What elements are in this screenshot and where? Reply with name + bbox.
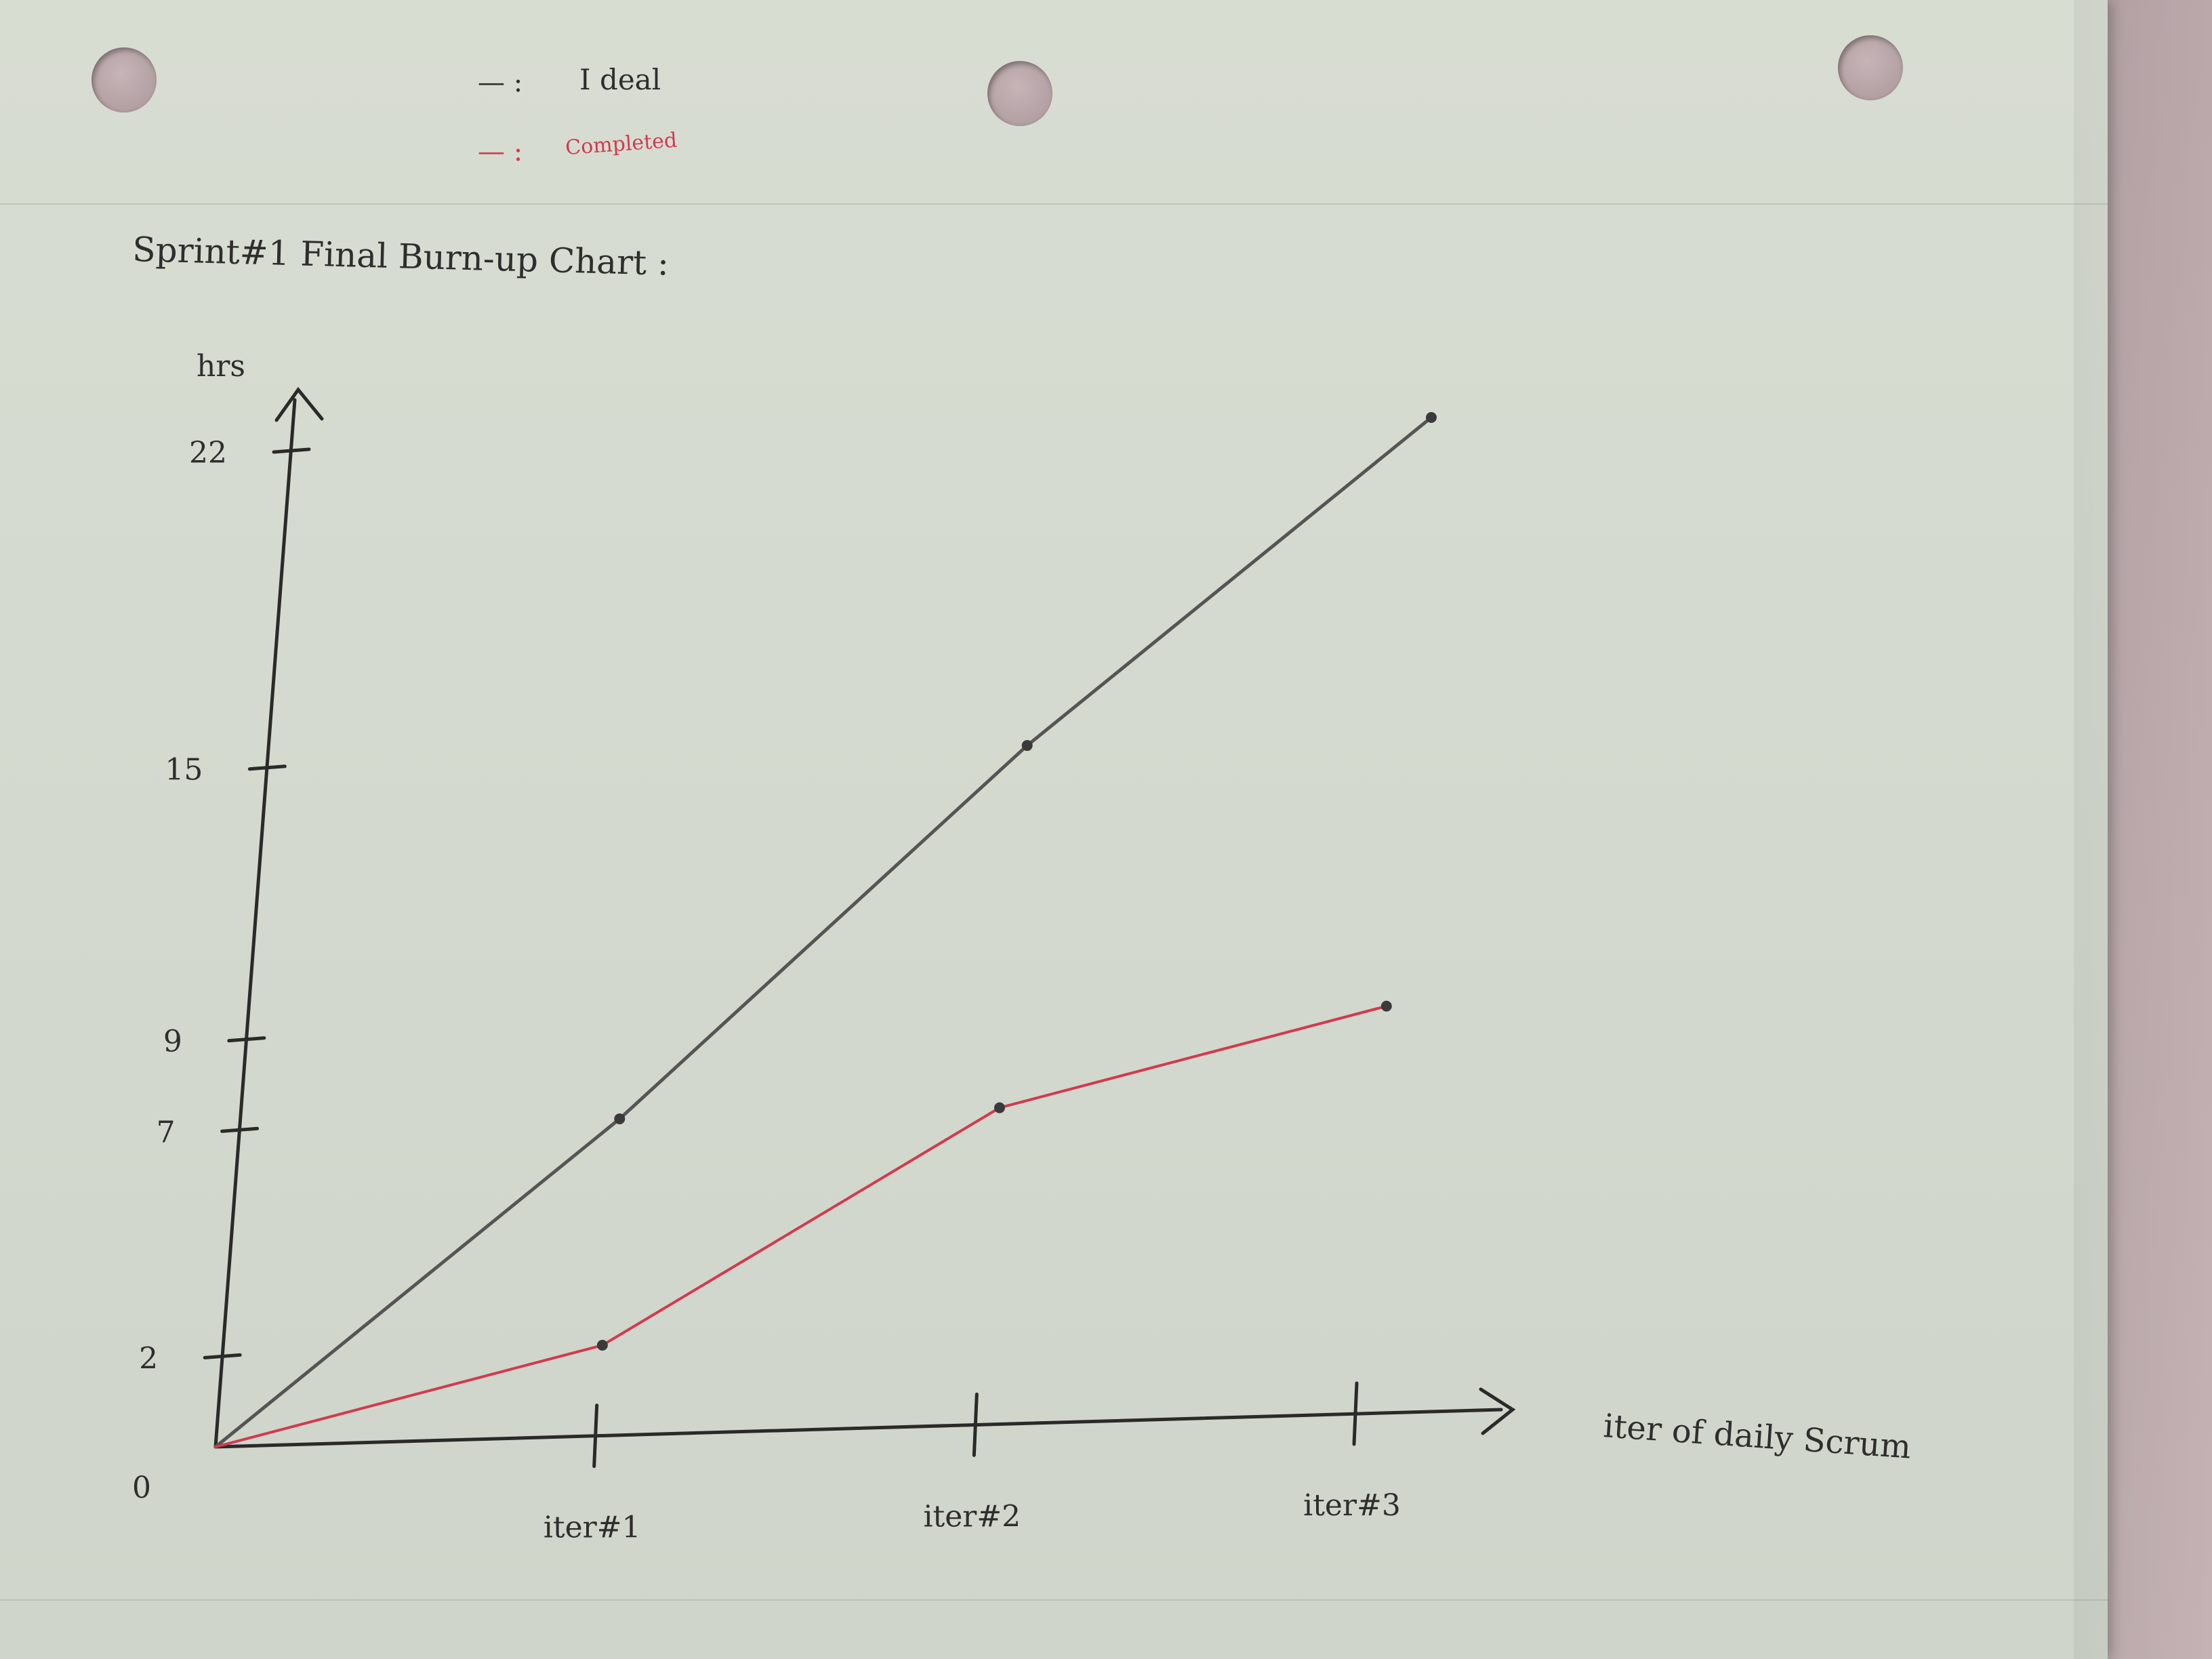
x-tick-label-iter#2: iter#2 [923, 1499, 1021, 1534]
paper-bottom-rule [0, 1599, 2108, 1601]
punch-hole-right [1838, 35, 1903, 100]
y-axis-label: hrs [197, 349, 245, 384]
series-lines [213, 412, 1437, 1449]
y-tick-mark-22 [272, 447, 311, 454]
legend-completed-marker: — : [478, 136, 523, 167]
data-point-completed-iter#3 [1380, 1000, 1392, 1012]
y-tick-mark-2 [203, 1353, 242, 1359]
x-tick-mark-iter#1 [592, 1404, 599, 1469]
data-point-completed-iter#2 [994, 1102, 1005, 1113]
axes [213, 386, 1516, 1449]
series-line-ideal [213, 415, 1433, 1449]
x-tick-label-iter#3: iter#3 [1303, 1488, 1401, 1523]
y-tick-label-22: 22 [189, 436, 227, 470]
y-tick-label-2: 2 [139, 1341, 158, 1376]
data-point-ideal-iter#3 [1426, 412, 1437, 423]
y-tick-mark-9 [227, 1036, 266, 1043]
y-tick-label-15: 15 [165, 753, 203, 787]
data-point-ideal-iter#2 [1021, 740, 1033, 752]
x-axis-arrow [1479, 1387, 1516, 1435]
data-point-completed-iter#1 [596, 1340, 608, 1351]
paper-margin-rule [0, 203, 2108, 205]
data-point-ideal-iter#1 [614, 1113, 626, 1124]
legend-ideal-marker: — : [478, 67, 523, 98]
legend: — : I deal — : Completed [478, 63, 678, 167]
x-tick-mark-iter#2 [972, 1392, 979, 1457]
x-tick-label-iter#1: iter#1 [544, 1511, 641, 1545]
chart-title: Sprint#1 Final Burn-up Chart : [132, 230, 670, 283]
y-tick-label-0: 0 [132, 1471, 151, 1505]
legend-completed-label: Completed [565, 129, 678, 160]
x-axis-line [213, 1408, 1503, 1449]
legend-ideal-label: I deal [579, 63, 661, 96]
punch-hole-left [91, 47, 157, 112]
x-tick-mark-iter#3 [1352, 1381, 1359, 1446]
series-line-completed [214, 1004, 1388, 1448]
punch-hole-middle [987, 61, 1052, 126]
y-axis-arrow [274, 386, 324, 422]
paper-shadow-edge [2074, 0, 2212, 1659]
y-tick-label-9: 9 [163, 1025, 182, 1059]
y-axis-line [213, 398, 297, 1449]
y-tick-mark-7 [220, 1126, 260, 1133]
y-ticks: 0 2 7 9 15 22 [132, 436, 311, 1505]
x-axis-label: iter of daily Scrum [1602, 1407, 1912, 1467]
y-tick-mark-15 [247, 764, 287, 771]
x-ticks: iter#1 iter#2 iter#3 [544, 1381, 1401, 1545]
y-tick-label-7: 7 [157, 1115, 176, 1149]
